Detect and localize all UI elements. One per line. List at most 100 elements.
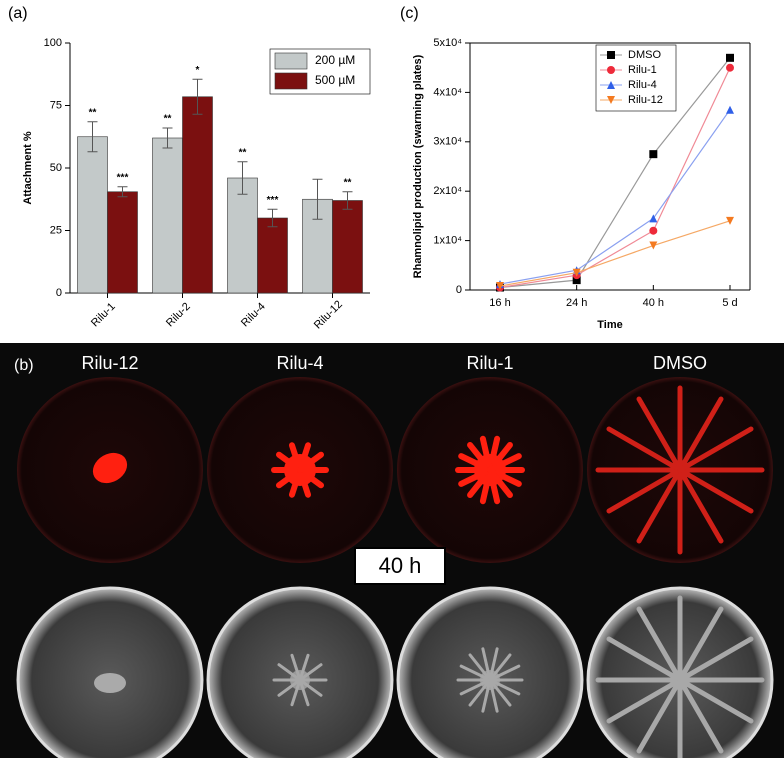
marker: [649, 214, 658, 223]
colony-arm: [636, 467, 683, 544]
x-tick-label: 5 d: [722, 297, 737, 309]
y-tick-label: 1x10⁴: [433, 235, 462, 247]
colony-arm: [487, 453, 522, 473]
colony-arm: [677, 636, 754, 683]
photo-label: Rilu-4: [276, 353, 323, 373]
colony-arm: [677, 426, 754, 473]
colony-arm: [459, 678, 492, 696]
colony-arm: [606, 677, 683, 724]
error-bar: [117, 186, 128, 198]
colony-arm: [290, 653, 302, 682]
marker: [649, 150, 658, 159]
series-line: [499, 57, 731, 289]
error-bar: [162, 127, 173, 149]
series-line: [499, 109, 731, 285]
marker: [649, 241, 658, 250]
x-tick-label: 24 h: [566, 297, 587, 309]
colony-arm: [488, 653, 512, 682]
x-tick-label: 16 h: [489, 297, 510, 309]
error-bar: [87, 121, 98, 153]
colony-arm: [481, 678, 492, 713]
colony-arm: [277, 678, 302, 697]
marker: [726, 216, 734, 225]
colony-arm: [297, 451, 325, 473]
marker: [607, 81, 615, 89]
colony-arm: [298, 678, 323, 697]
y-axis-label: Attachment %: [22, 131, 34, 205]
x-tick-label: Rilu-1: [89, 301, 118, 330]
colony-arm: [488, 664, 521, 682]
significance: **: [344, 177, 352, 188]
y-tick-label: 25: [50, 224, 62, 236]
significance: ***: [267, 195, 279, 206]
colony-arm: [677, 467, 754, 514]
legend-swatch: [274, 52, 308, 70]
x-tick-label: Rilu-2: [164, 301, 193, 330]
marker: [572, 276, 581, 285]
y-tick-label: 100: [44, 37, 62, 49]
colony-arm: [636, 677, 683, 754]
y-tick-label: 0: [456, 284, 462, 296]
photo-panel: Rilu-12 Rilu-4 Rilu-1 DMSO: [16, 353, 774, 758]
colony-arm: [677, 467, 724, 544]
marker: [607, 51, 615, 59]
colony-arm: [606, 636, 683, 683]
photo-label: Rilu-12: [81, 353, 138, 373]
colony-arm: [677, 677, 754, 724]
colony-arm: [488, 647, 499, 682]
colony-arm: [298, 678, 310, 707]
legend-label: Rilu-12: [628, 94, 663, 106]
colony-arm: [488, 678, 499, 713]
panel-label: (c): [400, 5, 419, 22]
bar: [257, 217, 288, 294]
colony-arm: [677, 677, 724, 754]
series-line: [499, 220, 731, 287]
colony-arm: [488, 678, 512, 707]
bar: [107, 191, 138, 294]
colony: [94, 673, 126, 693]
colony-arm: [298, 653, 310, 682]
y-tick-label: 4x10⁴: [433, 86, 462, 98]
colony-arm: [468, 653, 492, 682]
x-tick-label: Rilu-12: [312, 298, 345, 331]
bar: [227, 177, 258, 294]
error-bar: [237, 161, 248, 195]
colony-arm: [636, 606, 683, 683]
x-axis-label: Time: [597, 319, 622, 331]
colony-arm: [606, 467, 683, 514]
x-tick-label: 40 h: [643, 297, 664, 309]
significance: **: [239, 147, 247, 158]
legend-label: DMSO: [628, 49, 661, 61]
colony-arm: [459, 664, 492, 682]
colony-arm: [290, 678, 302, 707]
marker: [649, 226, 658, 235]
bar: [77, 136, 108, 294]
photo-label: Rilu-1: [466, 353, 513, 373]
marker: [726, 53, 734, 62]
significance: ***: [117, 172, 129, 183]
panel-label: (b): [14, 357, 34, 374]
time-box: [354, 547, 446, 585]
colony: [92, 452, 128, 484]
legend-swatch: [274, 72, 308, 90]
y-tick-label: 2x10⁴: [433, 185, 462, 197]
legend-label: 500 µM: [315, 73, 355, 87]
x-tick-label: Rilu-4: [239, 301, 268, 330]
photo-label: DMSO: [653, 353, 707, 373]
significance: **: [89, 107, 97, 118]
error-bar: [192, 78, 203, 115]
error-bar: [267, 208, 278, 228]
error-bar: [342, 191, 353, 210]
time-label: 40 h: [379, 553, 422, 578]
legend-label: 200 µM: [315, 53, 355, 67]
y-tick-label: 3x10⁴: [433, 136, 462, 148]
legend-label: Rilu-1: [628, 64, 657, 76]
colony-arm: [677, 396, 724, 473]
y-tick-label: 0: [56, 287, 62, 299]
marker: [607, 96, 615, 104]
y-tick-label: 5x10⁴: [433, 37, 462, 49]
y-tick-label: 75: [50, 99, 62, 111]
y-tick-label: 50: [50, 162, 62, 174]
colony-arm: [606, 426, 683, 473]
